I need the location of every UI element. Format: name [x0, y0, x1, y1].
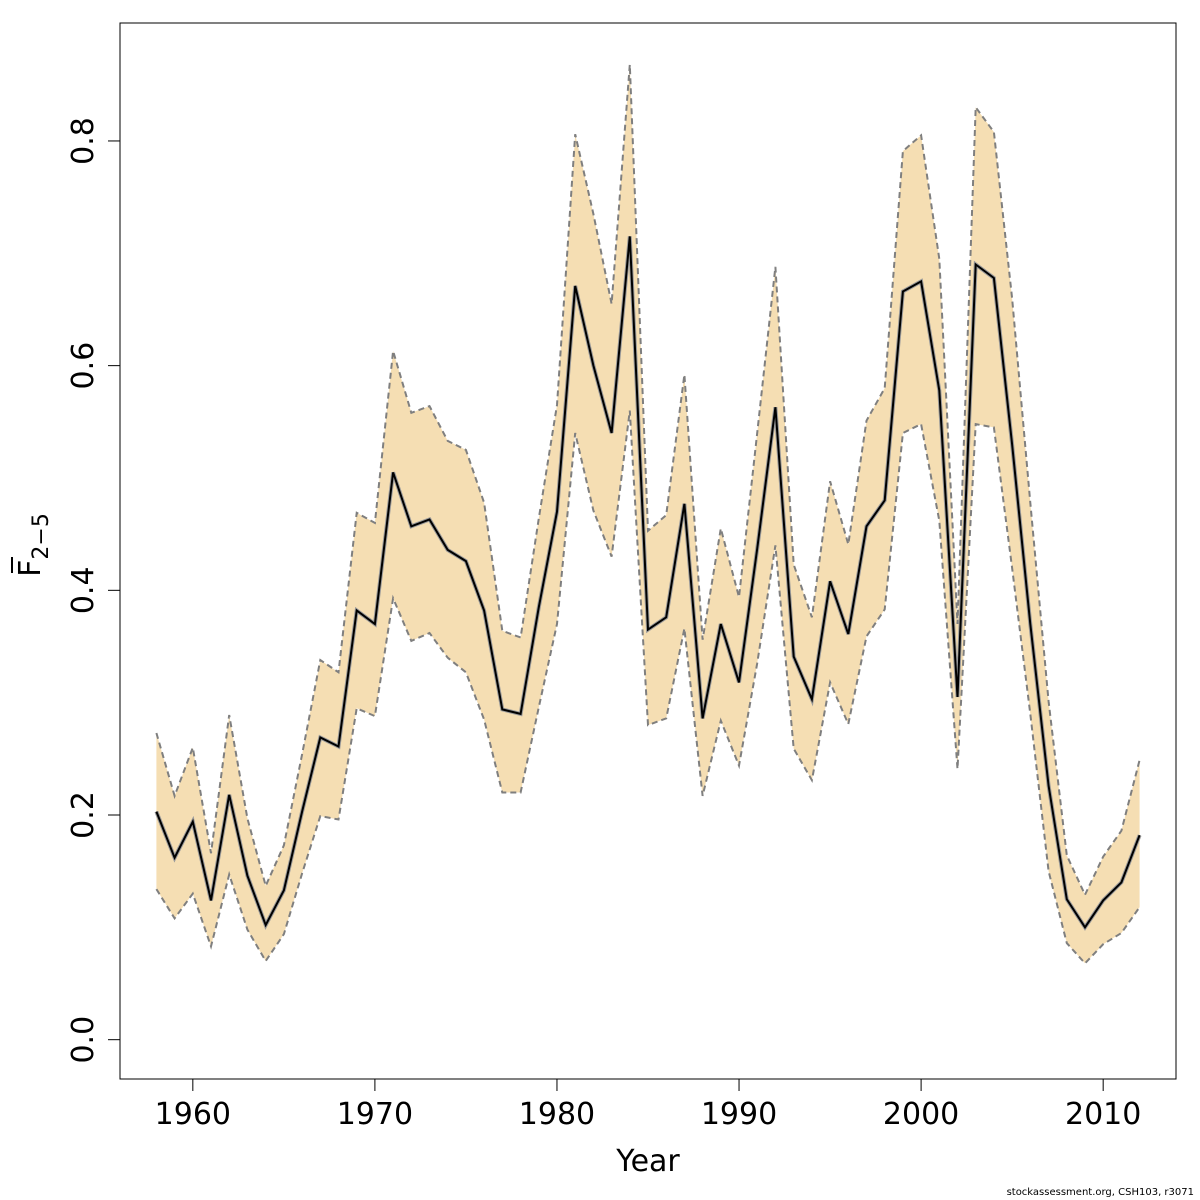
- y-tick-label: 0.0: [66, 1016, 101, 1064]
- x-tick-label: 1970: [337, 1097, 413, 1132]
- upper-bound-line: [155, 64, 1141, 898]
- y-tick-label: 0.2: [66, 791, 101, 839]
- footer-credit: stockassessment.org, CSH103, r3071: [1006, 1187, 1194, 1198]
- x-tick-label: 1980: [519, 1097, 595, 1132]
- x-tick-label: 1960: [155, 1097, 231, 1132]
- x-axis-title: Year: [615, 1144, 680, 1179]
- y-axis-title-main: F: [13, 560, 48, 577]
- y-tick-label: 0.6: [66, 342, 101, 390]
- y-axis-title: F2−5: [11, 513, 54, 577]
- estimate-line: [155, 236, 1141, 930]
- x-tick-label: 2000: [883, 1097, 959, 1132]
- x-tick-label: 1990: [701, 1097, 777, 1132]
- series-lines: [154, 64, 1142, 965]
- y-axis: 0.0 0.2 0.4 0.6 0.8: [66, 117, 120, 1064]
- plot-frame: [119, 22, 1177, 1080]
- y-axis-title-subscript: 2−5: [29, 513, 54, 559]
- x-axis: 1960 1970 1980 1990 2000 2010: [155, 1079, 1141, 1132]
- confidence-band-area: [156, 64, 1140, 964]
- y-tick-label: 0.4: [66, 566, 101, 614]
- x-tick-label: 2010: [1065, 1097, 1141, 1132]
- lower-bound-line: [155, 410, 1141, 965]
- svg-text:F2−5: F2−5: [13, 513, 54, 577]
- confidence-band: [156, 64, 1140, 964]
- y-tick-label: 0.8: [66, 117, 101, 165]
